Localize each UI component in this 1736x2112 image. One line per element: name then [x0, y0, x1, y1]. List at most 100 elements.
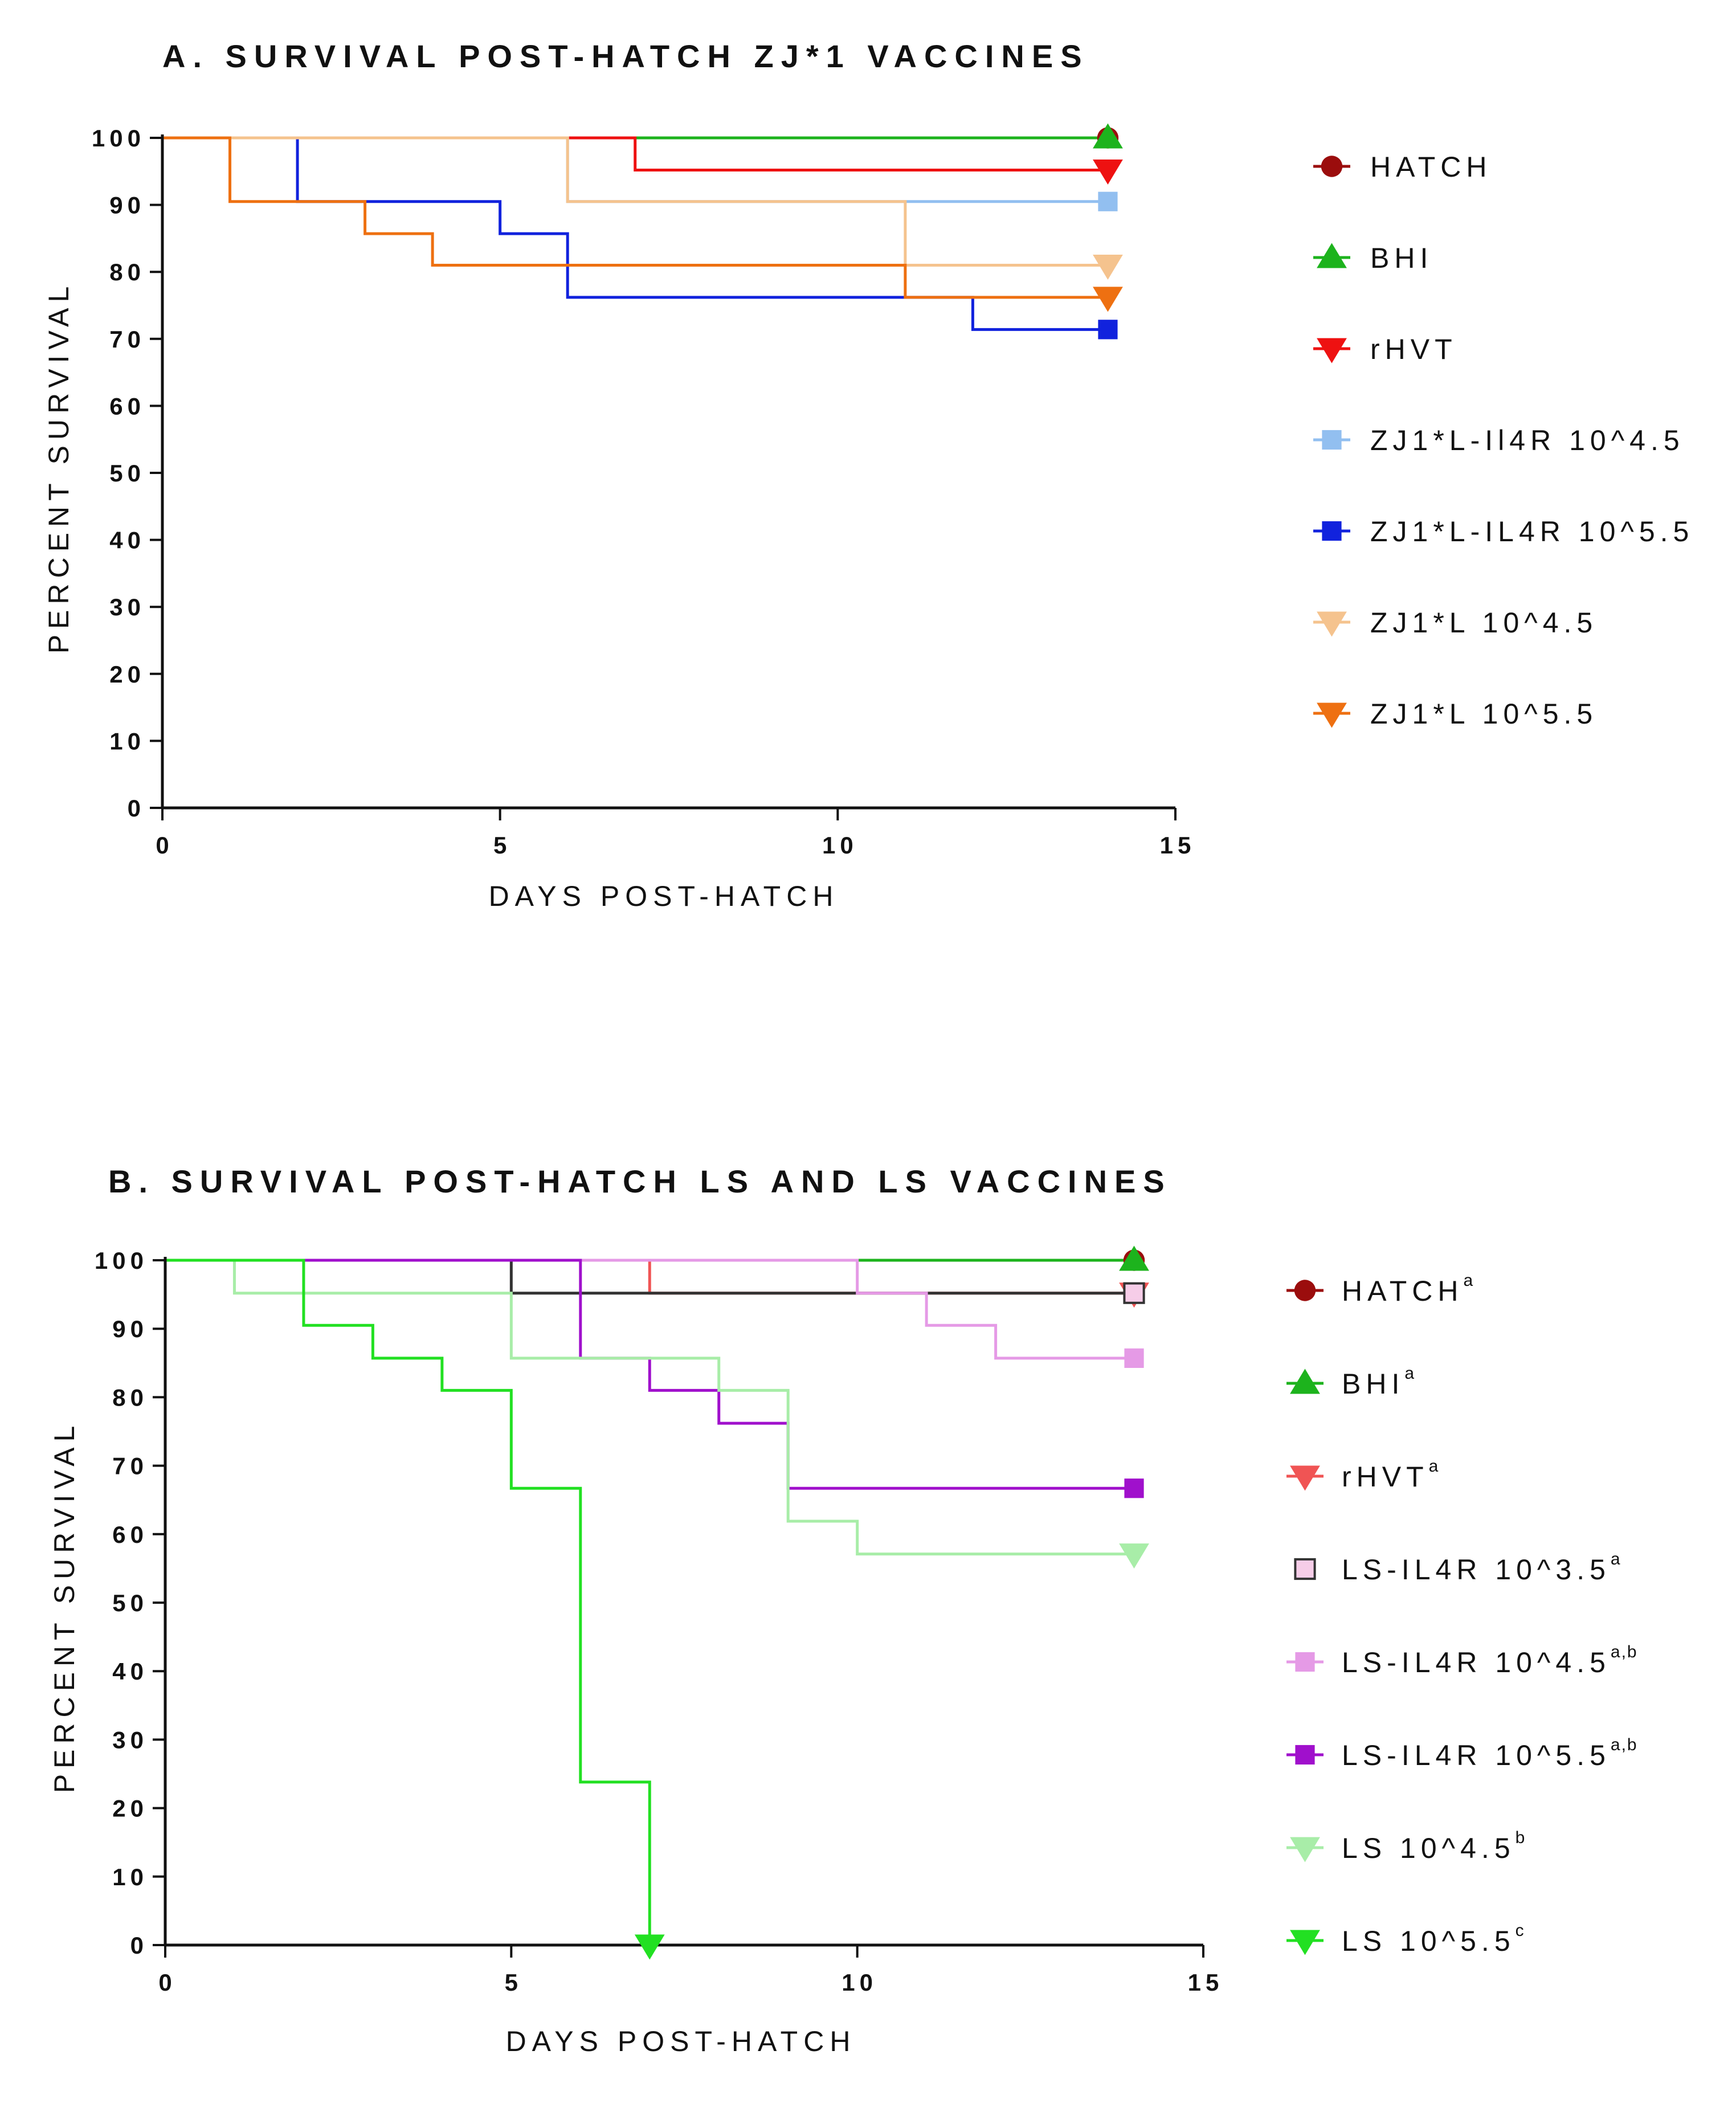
legend-item-1: BHIa [1286, 1364, 1415, 1400]
panel-a-plot: 0 10 20 30 40 50 60 70 80 90 100 0 5 10 15 [92, 123, 1196, 859]
x-tick-label: 10 [822, 832, 858, 859]
legend-marker [1290, 1930, 1320, 1955]
panel-b-legend: HATCHa BHIa rHVTa LS-IL4R 10^3.5a LS-IL4R 10… [1286, 1271, 1638, 1957]
legend-label: ZJ1*L-Il4R 10^4.5 [1370, 424, 1685, 456]
series-end-marker-5 [1093, 254, 1123, 280]
x-tick-label: 15 [1160, 832, 1196, 859]
y-tick-label: 90 [109, 192, 145, 219]
y-tick-label: 70 [112, 1453, 148, 1480]
panel-b-plot: 0 10 20 30 40 50 60 70 80 90 100 0 5 10 15 [95, 1245, 1224, 1996]
legend-marker [1294, 1280, 1316, 1301]
series-end-marker-5 [1124, 1478, 1144, 1498]
x-tick-label: 5 [505, 1969, 522, 1996]
x-tick-label: 15 [1188, 1969, 1224, 1996]
y-tick-label: 0 [128, 795, 145, 822]
legend-superscript: a [1611, 1550, 1621, 1568]
legend-superscript: b [1516, 1828, 1526, 1847]
panel-b-x-axis-label: DAYS POST-HATCH [506, 2025, 856, 2057]
y-tick-label: 80 [112, 1384, 148, 1411]
series-end-marker-7 [634, 1934, 665, 1960]
series-line-4 [162, 136, 1108, 331]
legend-item-7: LS 10^5.5c [1286, 1921, 1525, 1957]
legend-label: HATCHa [1342, 1271, 1474, 1307]
series-end-marker-1 [1119, 1245, 1149, 1271]
y-tick-label: 60 [112, 1521, 148, 1548]
series-line-2 [165, 1259, 1134, 1295]
legend-superscript: a [1404, 1364, 1415, 1383]
legend-marker [1290, 1837, 1320, 1862]
legend-label: BHIa [1342, 1364, 1415, 1400]
legend-item-2: rHVTa [1286, 1457, 1439, 1493]
series-end-marker-4 [1098, 320, 1118, 340]
y-tick-label: 0 [130, 1932, 148, 1959]
legend-marker [1295, 1745, 1315, 1765]
legend-label: LS-IL4R 10^5.5a,b [1342, 1735, 1638, 1771]
legend-superscript: c [1516, 1921, 1525, 1940]
legend-label: ZJ1*L-IL4R 10^5.5 [1370, 516, 1694, 548]
panel-b: B. SURVIVAL POST-HATCH LS AND LS VACCINE… [48, 1163, 1638, 2057]
legend-item-0: HATCH [1313, 151, 1492, 183]
legend-item-3: LS-IL4R 10^3.5a [1294, 1550, 1621, 1586]
panel-a-y-axis-label: PERCENT SURVIVAL [43, 281, 75, 654]
y-tick-label: 80 [109, 259, 145, 285]
x-tick-label: 0 [156, 832, 173, 859]
x-tick-label: 0 [158, 1969, 176, 1996]
y-tick-label: 10 [109, 728, 145, 754]
series-line-7 [165, 1259, 651, 1945]
series-line-6 [165, 1259, 1134, 1556]
legend-label: LS 10^5.5c [1342, 1921, 1525, 1957]
legend-marker [1322, 430, 1342, 450]
legend-superscript: a,b [1611, 1643, 1638, 1661]
series-line-6 [162, 136, 1108, 299]
y-tick-label: 100 [95, 1247, 148, 1274]
legend-label: LS 10^4.5b [1342, 1828, 1526, 1864]
y-tick-label: 10 [112, 1864, 148, 1890]
series-end-marker-6 [1119, 1543, 1149, 1569]
legend-label: BHI [1370, 242, 1433, 274]
y-tick-label: 20 [112, 1795, 148, 1822]
legend-label: rHVTa [1342, 1457, 1439, 1493]
y-tick-label: 30 [112, 1726, 148, 1753]
legend-label: ZJ1*L 10^4.5 [1370, 607, 1598, 639]
series-line-5 [162, 136, 1108, 267]
y-tick-label: 100 [92, 125, 145, 152]
legend-marker [1290, 1368, 1320, 1394]
legend-label: LS-IL4R 10^4.5a,b [1342, 1643, 1638, 1678]
legend-marker [1290, 1465, 1320, 1491]
legend-item-3: ZJ1*L-Il4R 10^4.5 [1313, 424, 1685, 456]
legend-item-4: LS-IL4R 10^4.5a,b [1286, 1643, 1638, 1678]
series-end-marker-6 [1093, 287, 1123, 312]
y-tick-label: 50 [112, 1590, 148, 1616]
y-tick-label: 40 [109, 527, 145, 554]
series-end-marker-4 [1124, 1348, 1144, 1368]
y-tick-label: 30 [109, 594, 145, 620]
legend-marker [1317, 611, 1347, 637]
legend-marker [1294, 1558, 1316, 1580]
legend-label: HATCH [1370, 151, 1492, 183]
series-end-marker-3 [1098, 191, 1118, 211]
legend-item-2: rHVT [1313, 333, 1457, 365]
y-tick-label: 70 [109, 326, 145, 353]
legend-label: ZJ1*L 10^5.5 [1370, 698, 1598, 730]
x-tick-label: 10 [842, 1969, 877, 1996]
legend-superscript: a [1464, 1271, 1474, 1290]
panel-b-title: B. SURVIVAL POST-HATCH LS AND LS VACCINE… [108, 1163, 1172, 1199]
panel-b-y-axis-label: PERCENT SURVIVAL [48, 1420, 80, 1794]
panel-a-legend: HATCH BHI rHVT ZJ1*L-Il4R 10^4.5 ZJ1*L-IL4R … [1313, 151, 1694, 730]
y-tick-label: 60 [109, 393, 145, 419]
x-tick-label: 5 [493, 832, 511, 859]
series-line-2 [162, 136, 1108, 171]
legend-marker [1317, 243, 1347, 268]
series-line-4 [165, 1259, 1134, 1360]
legend-label: LS-IL4R 10^3.5a [1342, 1550, 1621, 1586]
legend-item-5: ZJ1*L 10^4.5 [1313, 607, 1598, 639]
legend-label: rHVT [1370, 333, 1457, 365]
legend-item-4: ZJ1*L-IL4R 10^5.5 [1313, 516, 1694, 548]
panel-a: A. SURVIVAL POST-HATCH ZJ*1 VACCINES 0 10… [43, 38, 1694, 912]
legend-item-1: BHI [1313, 242, 1433, 274]
legend-marker [1317, 338, 1347, 363]
legend-item-5: LS-IL4R 10^5.5a,b [1286, 1735, 1638, 1771]
legend-marker [1321, 156, 1343, 177]
panel-a-x-axis-label: DAYS POST-HATCH [489, 880, 839, 912]
series-end-marker-2 [1093, 159, 1123, 185]
